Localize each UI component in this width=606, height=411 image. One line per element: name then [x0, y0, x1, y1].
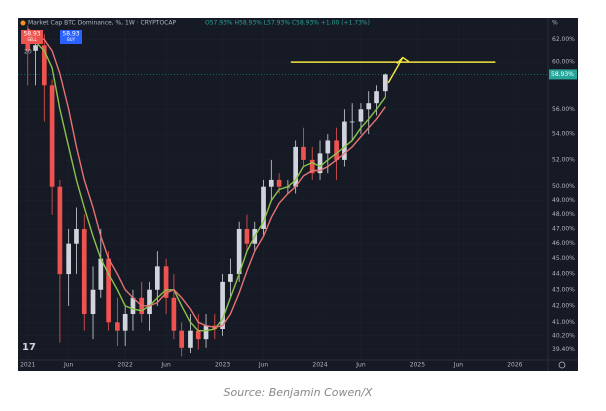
candle-body [317, 153, 323, 174]
x-tick-label: 2025 [410, 362, 425, 369]
candle-body [25, 39, 31, 51]
ohlc: O57.93% H58.93% L57.93% C58.93% +1.00 (+… [205, 20, 370, 27]
y-tick-label: 43.00% [552, 286, 575, 293]
x-tick-label: Jun [63, 362, 74, 369]
x-tick-label: 2023 [215, 362, 230, 369]
sell-label: SELL [27, 37, 37, 42]
y-tick-label: 47.00% [552, 225, 575, 232]
candle-body [81, 228, 87, 315]
candle-body [98, 258, 104, 290]
candle-body [195, 330, 201, 340]
candle-body [374, 91, 379, 104]
moving-average [27, 28, 386, 329]
logo: 17 [22, 342, 36, 353]
candle-body [106, 258, 111, 323]
y-tick-label: 56.00% [552, 106, 575, 113]
buy-price: 58.93 [62, 31, 79, 38]
marks [18, 25, 548, 357]
symbol-icon [20, 20, 26, 26]
y-tick-label: 48.00% [552, 211, 575, 218]
candle-body [349, 121, 355, 123]
y-tick-label: 46.00% [552, 240, 575, 247]
x-tick-label: Jun [355, 362, 366, 369]
x-tick-label: Jun [258, 362, 269, 369]
qty: 20 [24, 49, 32, 56]
moving-average [27, 39, 386, 332]
candle-body [236, 228, 242, 275]
candle-body [66, 243, 71, 275]
x-tick-label: 2022 [118, 362, 133, 369]
buy-button[interactable] [60, 30, 82, 44]
candle-body [203, 325, 209, 340]
candle-body [147, 289, 152, 315]
arrow [387, 56, 410, 84]
candle-body [115, 322, 120, 331]
candle-body [154, 266, 160, 290]
y-tick-label: 44.00% [552, 271, 575, 278]
x-tick-label: Jun [453, 362, 464, 369]
candle-body [382, 74, 388, 92]
y-tick-label: 41.00% [552, 319, 575, 326]
candle-body [268, 179, 274, 187]
candle-body [220, 281, 225, 330]
y-tick-label: 60.00% [552, 59, 575, 66]
candle-body [325, 140, 331, 154]
sell-button[interactable] [21, 30, 43, 44]
candle-body [41, 45, 47, 86]
candle-body [57, 186, 63, 275]
y-tick-label: 39.40% [552, 346, 575, 353]
caption: Source: Benjamin Cowen/X [224, 386, 373, 399]
candle-body [293, 146, 299, 187]
candle-body [163, 266, 169, 298]
y-tick-label: 40.20% [552, 332, 575, 339]
y-tick-label: 54.00% [552, 131, 575, 138]
y-tick-label: 50.00% [552, 183, 575, 190]
unit-label: % [552, 20, 558, 27]
candle-body [188, 330, 193, 348]
candle-body [122, 314, 128, 331]
buy-label: BUY [67, 37, 76, 42]
last-price-label: 58.93% [551, 71, 574, 78]
candle-body [342, 121, 347, 160]
sell-price: 58.93 [23, 31, 40, 38]
candle-body [334, 140, 339, 160]
candle-body [228, 274, 233, 282]
chart-title: Market Cap BTC Dominance, %, 1W · CRYPTO… [28, 20, 176, 27]
settings-icon[interactable] [558, 361, 566, 369]
candle-body [244, 228, 250, 244]
candle-body [276, 179, 282, 187]
y-tick-label: 52.00% [552, 156, 575, 163]
candle-body [179, 330, 185, 348]
candle-body [130, 297, 136, 315]
y-tick-label: 49.00% [552, 197, 575, 204]
candle-body [49, 85, 55, 187]
candle-body [74, 228, 79, 244]
x-tick-label: 2024 [312, 362, 327, 369]
candle-body [33, 45, 38, 51]
candle-body [301, 146, 306, 160]
candle-body [90, 289, 96, 315]
last-price-box [549, 69, 577, 80]
y-tick-label: 45.00% [552, 255, 575, 262]
x-tick-label: 2021 [20, 362, 35, 369]
chart-bg [18, 18, 578, 371]
candle-body [358, 109, 364, 122]
y-tick-label: 42.00% [552, 302, 575, 309]
candle-body [171, 297, 177, 331]
candle-body [309, 159, 315, 174]
candle-body [366, 103, 372, 110]
y-tick-label: 62.00% [552, 36, 575, 43]
x-tick-label: 2026 [507, 362, 522, 369]
x-tick-label: Jun [160, 362, 171, 369]
candle-body [261, 186, 266, 229]
